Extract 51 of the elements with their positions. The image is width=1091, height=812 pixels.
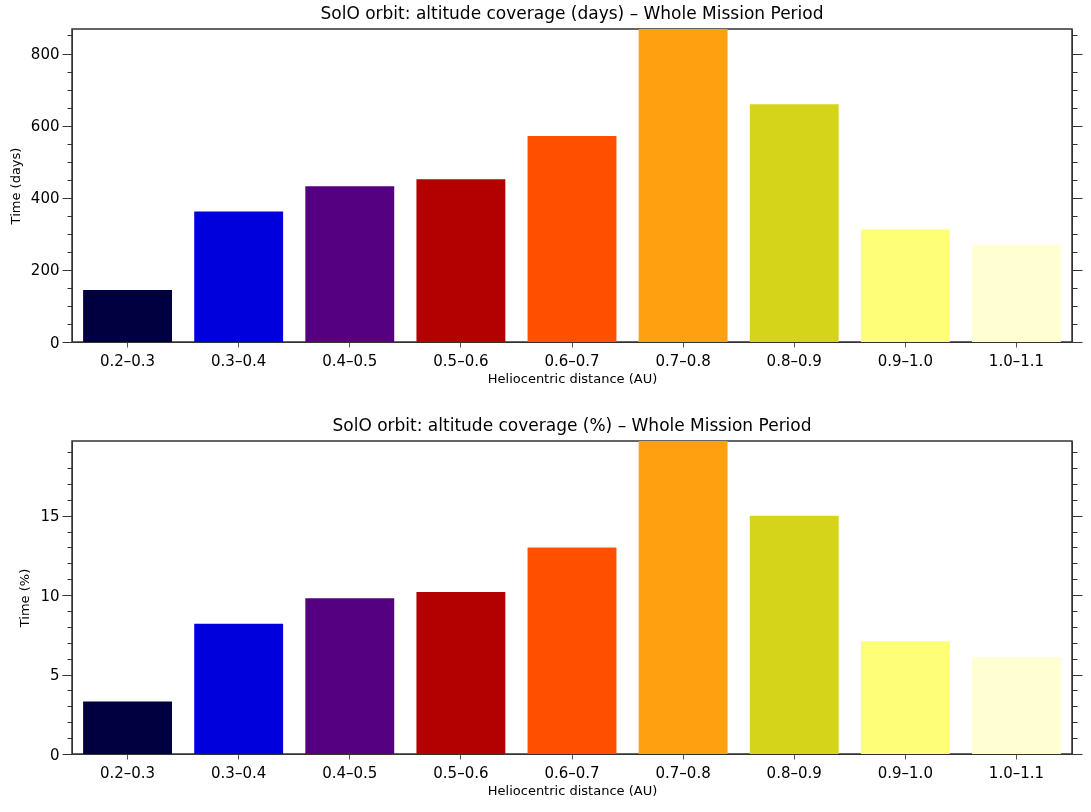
bar <box>638 29 728 342</box>
y-tick-label: 10 <box>40 586 60 605</box>
bar <box>860 641 950 754</box>
y-tick-label: 200 <box>30 261 60 280</box>
y-tick-label: 0 <box>49 333 60 352</box>
x-tick-label: 0.4–0.5 <box>322 763 378 782</box>
bar <box>749 104 839 342</box>
bar <box>638 441 728 754</box>
x-axis-title: Heliocentric distance (AU) <box>487 782 658 798</box>
chart-title: SolO orbit: altitude coverage (days) – Whole Mission Period <box>320 3 824 23</box>
x-tick-label: 0.5–0.6 <box>433 763 489 782</box>
y-tick-label: 15 <box>40 507 60 526</box>
bar <box>194 623 284 754</box>
bar <box>305 598 395 754</box>
bar <box>83 701 172 754</box>
x-tick-label: 0.6–0.7 <box>544 351 600 370</box>
x-tick-label: 0.8–0.9 <box>766 351 822 370</box>
y-axis-title: Time (days) <box>7 147 23 226</box>
bar <box>972 657 1061 754</box>
y-tick-label: 400 <box>30 189 60 208</box>
bar <box>83 290 172 342</box>
x-tick-label: 0.5–0.6 <box>433 351 489 370</box>
bar <box>972 244 1061 342</box>
x-tick-label: 1.0–1.1 <box>988 351 1045 370</box>
x-axis-title: Heliocentric distance (AU) <box>487 370 658 386</box>
y-tick-label: 800 <box>30 45 60 64</box>
bar <box>527 136 617 342</box>
x-tick-label: 0.6–0.7 <box>544 763 600 782</box>
x-tick-label: 0.9–1.0 <box>877 763 933 782</box>
bar <box>194 211 284 342</box>
bar <box>416 591 506 754</box>
x-tick-label: 0.4–0.5 <box>322 351 378 370</box>
x-tick-label: 0.3–0.4 <box>211 763 267 782</box>
bar <box>860 229 950 342</box>
x-tick-label: 0.7–0.8 <box>655 763 711 782</box>
bar <box>416 179 506 342</box>
y-tick-label: 5 <box>49 666 60 685</box>
bar <box>527 547 617 754</box>
bar <box>749 515 839 754</box>
y-tick-label: 0 <box>49 745 60 764</box>
x-tick-label: 1.0–1.1 <box>988 763 1045 782</box>
x-tick-label: 0.3–0.4 <box>211 351 267 370</box>
x-tick-label: 0.2–0.3 <box>99 763 156 782</box>
chart-title: SolO orbit: altitude coverage (%) – Whole Mission Period <box>332 415 812 435</box>
y-axis-title: Time (%) <box>17 568 33 629</box>
x-tick-label: 0.8–0.9 <box>766 763 822 782</box>
x-tick-label: 0.7–0.8 <box>655 351 711 370</box>
x-tick-label: 0.2–0.3 <box>99 351 156 370</box>
bar <box>305 186 395 342</box>
y-tick-label: 600 <box>30 117 60 136</box>
x-tick-label: 0.9–1.0 <box>877 351 933 370</box>
